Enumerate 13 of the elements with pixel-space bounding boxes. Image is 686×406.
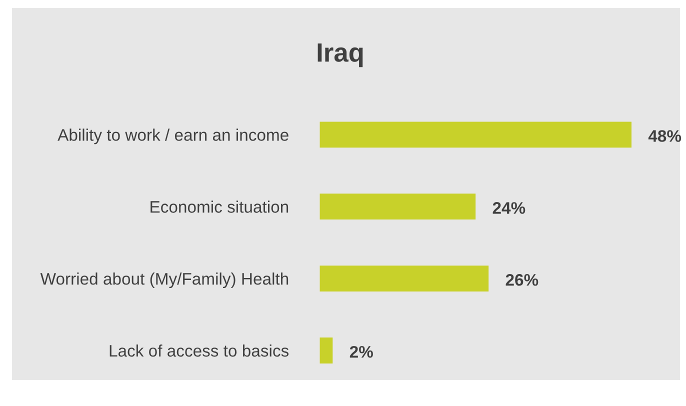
data-label: 2%: [350, 346, 373, 358]
data-label: 48%: [648, 130, 682, 142]
y-tick-label: Economic situation: [150, 200, 288, 213]
y-tick-label: Lack of access to basics: [110, 344, 289, 357]
y-tick-label: Ability to work / earn an income: [58, 128, 288, 144]
data-label: 24%: [492, 202, 526, 214]
y-tick-label: Worried about (My/Family) Health: [40, 272, 288, 288]
bar: [320, 194, 476, 220]
bar: [320, 338, 333, 364]
bar: [320, 266, 489, 292]
bar: [320, 122, 632, 148]
data-label: 26%: [506, 274, 538, 286]
chart-title: Iraq: [318, 43, 363, 68]
